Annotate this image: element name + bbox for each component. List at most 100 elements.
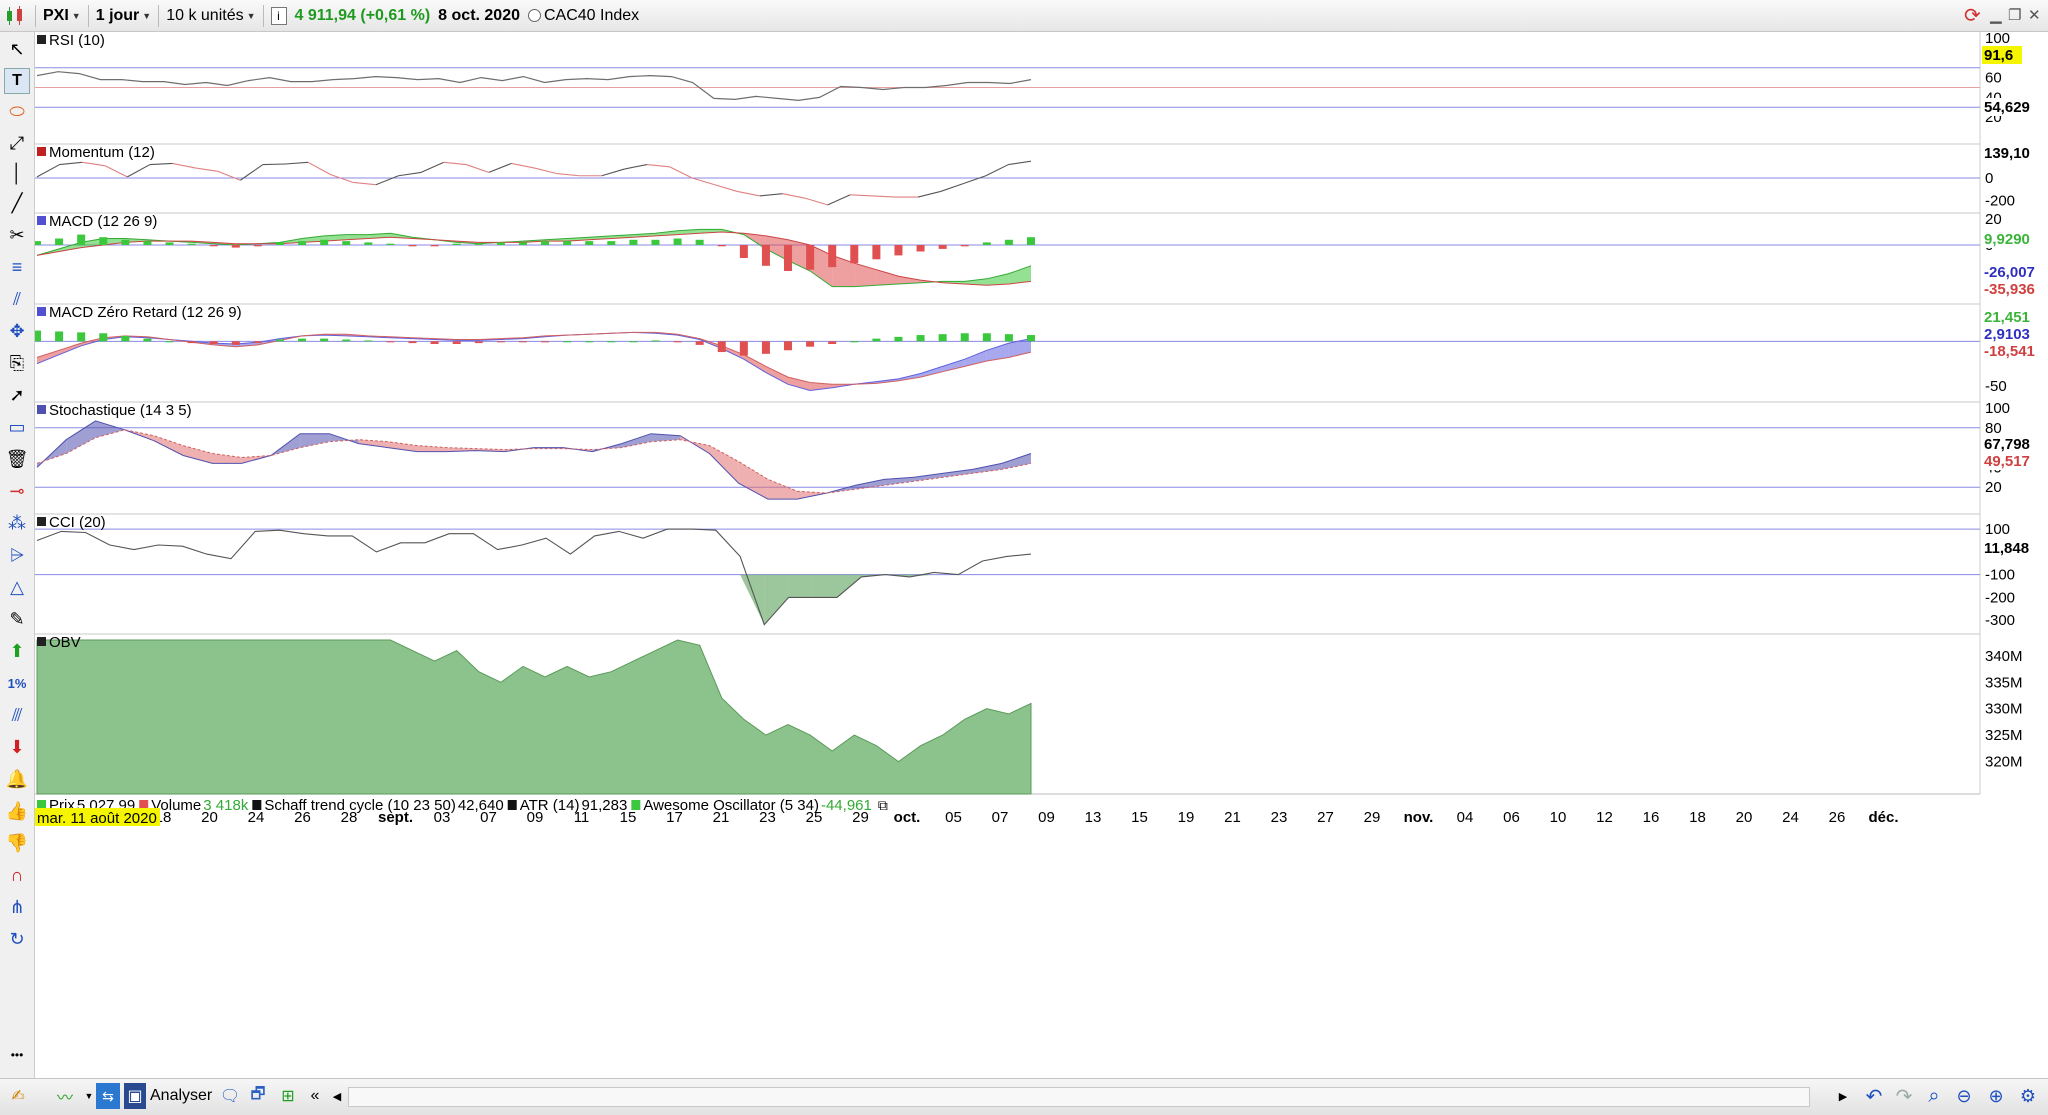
arrow-tool-icon[interactable]: ➚ (9, 385, 25, 405)
indicator-color-swatch (37, 216, 46, 225)
fibonacci-icon[interactable]: ≡ (11, 257, 23, 277)
legend-value: 91,283 (581, 797, 627, 814)
pen-tool-icon[interactable]: ✎ (9, 609, 25, 629)
macd-zl-fill (810, 382, 833, 391)
macd-zl-fill (788, 377, 811, 391)
momentum-segment (782, 193, 806, 199)
vertical-line-icon[interactable]: │ (11, 163, 23, 183)
momentum-segment (375, 175, 399, 186)
index-option[interactable]: CAC40 Index (524, 4, 643, 28)
horizontal-line-icon[interactable]: ⊸ (9, 481, 25, 501)
macd-histogram-bar (739, 245, 748, 258)
x-tick-label: 24 (248, 809, 265, 826)
macd-zl-line (36, 331, 1032, 392)
move-icon[interactable]: ✥ (9, 321, 25, 341)
macd-zl-histogram-bar (784, 341, 793, 351)
excel-export-icon[interactable]: ⊞ (281, 1088, 295, 1105)
macd-zl-histogram-bar (77, 332, 86, 342)
macd-zl-histogram-bar (872, 338, 881, 342)
macd-zl-histogram-bar (563, 341, 572, 343)
segment-tool-icon[interactable]: ⤢ (9, 133, 25, 153)
minimize-icon[interactable]: ▁ (1990, 7, 2002, 24)
close-icon[interactable]: ✕ (2028, 7, 2041, 24)
scroll-right-icon[interactable]: ▶ (1838, 1090, 1848, 1103)
macd-zl-histogram-bar (99, 333, 108, 342)
trend-line-icon[interactable]: ╱ (11, 193, 23, 213)
chart-type-icon[interactable]: 〰 (56, 1090, 73, 1107)
channel-tool-icon[interactable]: ⫽ (12, 289, 22, 309)
momentum-segment (669, 166, 693, 179)
zoom-fit-icon[interactable]: ⌕ (1928, 1084, 1940, 1107)
fibonacci-fan-icon[interactable]: ⩥ (9, 545, 25, 565)
x-tick-label: sept. (378, 809, 413, 826)
magnet-icon[interactable]: ∩ (10, 865, 24, 885)
macd-histogram-bar (342, 241, 351, 245)
ellipse-tool-icon[interactable]: ⬭ (9, 101, 25, 121)
macd-histogram-bar (121, 239, 130, 245)
ruler-tool-icon[interactable]: ✂ (9, 225, 25, 245)
cycle-tool-icon[interactable]: ↻ (9, 929, 25, 949)
zoom-out-icon[interactable]: ⊖ (1956, 1085, 1972, 1106)
percent-tool-icon[interactable]: 1% (7, 675, 27, 691)
momentum-segment (533, 167, 557, 175)
scroll-left-icon[interactable]: ◀ (332, 1090, 342, 1103)
symbol-selector[interactable]: PXI ▼ (39, 4, 85, 28)
layout-icon[interactable]: ▣ (124, 1083, 146, 1109)
thumbs-down-icon[interactable]: 👎 (5, 833, 29, 853)
redo-icon[interactable]: ↷ (1895, 1085, 1913, 1108)
refresh-icon[interactable]: ⟳ (1964, 5, 1981, 27)
draw-mode-icon[interactable]: ✍ (11, 1088, 25, 1105)
macd-fill (324, 234, 347, 242)
pattern-tool-icon[interactable]: ⁂ (8, 513, 26, 533)
settings-icon[interactable]: ⚙ (2019, 1085, 2037, 1106)
thumbs-up-icon[interactable]: 👍 (5, 801, 29, 821)
candlestick-icon[interactable] (0, 4, 32, 28)
more-tools-icon[interactable]: ••• (10, 1048, 24, 1062)
analyze-button[interactable]: Analyser (150, 1087, 213, 1104)
chevron-down-icon: ▼ (142, 10, 152, 21)
chevron-down-icon[interactable]: ▼ (84, 1091, 94, 1101)
zoom-in-icon[interactable]: ⊕ (1988, 1085, 2004, 1106)
x-tick-label: 10 (1550, 809, 1567, 826)
collapse-icon[interactable]: « (310, 1087, 320, 1104)
macd-histogram-bar (320, 239, 329, 245)
cci-last-value-bg (1982, 539, 2022, 557)
time-scrollbar[interactable] (348, 1087, 1810, 1107)
restore-icon[interactable]: ❐ (2008, 7, 2022, 24)
alert-bell-icon[interactable]: 🔔 (5, 769, 29, 789)
macd-fill (810, 245, 833, 287)
info-icon[interactable]: i (267, 4, 291, 28)
macd-zl-value: 2,9103 (1984, 326, 2030, 343)
macd-zl-histogram-bar (35, 330, 41, 342)
radio-icon[interactable] (528, 9, 541, 22)
triangle-tool-icon[interactable]: △ (10, 577, 24, 597)
momentum-segment (714, 184, 738, 192)
macd-zl-histogram-bar (607, 341, 616, 343)
window-icon[interactable]: 🗗 (250, 1085, 266, 1103)
momentum-segment (127, 164, 151, 178)
rectangle-tool-icon[interactable]: ▭ (8, 417, 26, 437)
text-tool-icon[interactable]: T (4, 68, 30, 94)
macd-fill (832, 255, 855, 287)
pointer-icon[interactable]: ↖ (9, 39, 25, 59)
interval-selector[interactable]: 1 jour ▼ (92, 4, 155, 28)
signal-line (36, 231, 1032, 286)
macd-zl-histogram-bar (1027, 335, 1035, 342)
y-tick-label: 80 (1985, 420, 2002, 437)
macd-zl-histogram-bar (695, 341, 704, 345)
macd-zl-histogram-bar (828, 341, 837, 344)
trash-icon[interactable]: 🗑 (5, 449, 29, 469)
macd-zl-histogram-bar (651, 340, 660, 342)
y-tick-label: 335M (1985, 674, 2023, 691)
macd-zl-histogram-bar (960, 333, 969, 342)
comment-icon[interactable]: 🗨 (219, 1088, 241, 1105)
regression-tool-icon[interactable]: ⫻ (11, 705, 23, 725)
share-icon[interactable]: ⇆ (96, 1083, 120, 1109)
undo-icon[interactable]: ↶ (1865, 1085, 1883, 1108)
up-arrow-icon[interactable]: ⬆ (9, 641, 25, 661)
copy-icon[interactable]: ⎘ (9, 353, 25, 373)
down-arrow-icon[interactable]: ⬇ (9, 737, 25, 757)
units-selector[interactable]: 10 k unités ▼ (162, 4, 259, 28)
pitchfork-icon[interactable]: ⋔ (9, 897, 25, 917)
macd-fill (964, 278, 987, 286)
